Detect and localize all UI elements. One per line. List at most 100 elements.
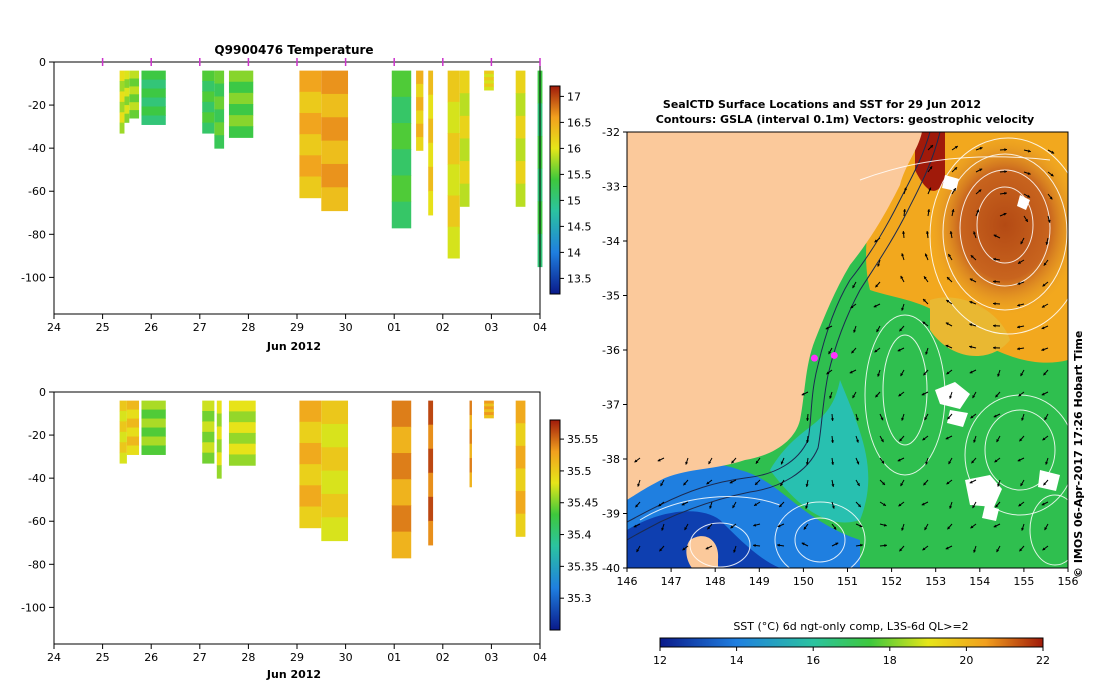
sst-map-panel: SealCTD Surface Locations and SST for 29… xyxy=(602,98,1085,667)
velocity-arrowhead xyxy=(635,504,639,508)
colorbar-tick-label: 15.5 xyxy=(567,168,592,181)
velocity-arrowhead xyxy=(1051,150,1055,154)
x-tick-label: 29 xyxy=(290,651,304,664)
sst-colorbar-tick-label: 20 xyxy=(959,654,973,667)
profile-cell xyxy=(321,70,349,95)
velocity-arrowhead xyxy=(1020,241,1024,245)
velocity-arrowhead xyxy=(1027,171,1031,175)
velocity-arrowhead xyxy=(900,483,904,487)
velocity-arrowhead xyxy=(852,395,856,399)
velocity-arrowhead xyxy=(899,548,903,552)
temperature-y-axis: 0 -20 -40 -60 -80 -100 xyxy=(21,56,54,284)
profile-cell xyxy=(484,80,494,85)
gsla-contour xyxy=(1029,494,1068,566)
profile-cell xyxy=(321,493,349,518)
velocity-arrowhead xyxy=(1004,191,1007,195)
velocity-arrowhead xyxy=(732,505,736,509)
velocity-arrowhead xyxy=(923,372,927,376)
sst-colorbar-ticks: 12 14 16 18 20 22 xyxy=(653,647,1050,667)
profile-cell xyxy=(428,166,434,192)
profile-cell xyxy=(228,422,256,434)
profile-cell xyxy=(299,464,322,486)
seal-positions xyxy=(810,351,838,362)
profile-cell xyxy=(428,70,434,96)
velocity-arrowhead xyxy=(833,526,837,530)
profile-cell xyxy=(202,400,215,412)
temperature-x-axis: 24 25 26 27 28 29 30 01 02 03 04 xyxy=(47,314,547,334)
velocity-arrowhead xyxy=(852,285,856,289)
velocity-arrowhead xyxy=(921,392,925,396)
profile-cell xyxy=(228,70,254,83)
profile-markers xyxy=(101,58,541,66)
velocity-arrowhead xyxy=(831,484,835,487)
velocity-arrowhead xyxy=(875,284,879,288)
map-x-tick-label: 152 xyxy=(881,575,902,588)
colorbar-tick-label: 13.5 xyxy=(567,272,592,285)
profile-cell xyxy=(428,424,434,450)
velocity-arrowhead xyxy=(949,231,953,234)
gsla-contour xyxy=(794,517,846,563)
profile-cell xyxy=(391,175,412,203)
velocity-arrowhead xyxy=(1019,438,1023,442)
velocity-arrowhead xyxy=(924,527,928,531)
profile-cell xyxy=(321,400,349,425)
velocity-arrowhead xyxy=(923,482,927,486)
profile-cell xyxy=(321,517,349,542)
profile-cell xyxy=(129,102,140,111)
velocity-arrowhead xyxy=(923,276,927,280)
profile-cell xyxy=(119,112,125,124)
velocity-arrowhead xyxy=(753,523,757,527)
profile-cell xyxy=(129,110,140,119)
profile-cell xyxy=(119,122,125,134)
velocity-arrowhead xyxy=(1017,347,1020,351)
map-x-tick-label: 150 xyxy=(793,575,814,588)
profile-cell xyxy=(484,83,494,88)
profile-cell xyxy=(126,436,140,446)
sst-colorbar xyxy=(659,637,1044,648)
profile-cell xyxy=(447,195,460,228)
profile-cell xyxy=(484,77,494,81)
velocity-arrowhead xyxy=(755,460,759,464)
profile-cell xyxy=(141,400,166,411)
map-x-tick-label: 147 xyxy=(661,575,682,588)
velocity-arrowhead xyxy=(801,542,805,546)
profile-cell xyxy=(299,442,322,465)
velocity-arrowhead xyxy=(925,231,929,234)
gsla-contour xyxy=(959,169,1051,287)
velocity-arrowhead xyxy=(928,187,932,191)
velocity-arrowhead xyxy=(979,168,983,172)
profile-cell xyxy=(321,140,349,165)
salinity-colorbar xyxy=(549,419,561,631)
velocity-arrowhead xyxy=(1042,437,1046,441)
y-tick-label: 0 xyxy=(39,386,46,399)
temperature-panel: Q9900476 Temperature 24 25 26 27 28 29 30 01 02 0… xyxy=(21,43,591,353)
y-tick-label: -40 xyxy=(28,142,46,155)
salinity-x-axis: 24 25 26 27 28 29 30 01 02 03 04 xyxy=(47,644,547,664)
velocity-arrowhead xyxy=(637,483,641,487)
velocity-arrowhead xyxy=(979,147,983,150)
gsla-contour xyxy=(984,409,1056,491)
gsla-contour xyxy=(929,137,1068,335)
map-x-axis: 146 147 148 149 150 151 152 153 154 155 156 xyxy=(617,568,1079,588)
profile-cell xyxy=(321,423,349,448)
velocity-arrowhead xyxy=(902,231,906,234)
velocity-arrowhead xyxy=(856,461,860,465)
velocity-arrowhead xyxy=(831,462,835,465)
profile-cell xyxy=(299,485,322,508)
velocity-arrowhead xyxy=(925,351,929,355)
velocity-arrowhead xyxy=(996,549,1000,553)
velocity-arrowhead xyxy=(902,209,907,212)
velocity-arrowhead xyxy=(997,483,1001,487)
velocity-arrowhead xyxy=(995,394,999,398)
velocity-arrowhead xyxy=(976,209,980,213)
profile-cell xyxy=(484,400,494,404)
profile-cell xyxy=(141,427,166,438)
velocity-arrowhead xyxy=(658,503,662,507)
map-y-tick-label: -34 xyxy=(602,235,620,248)
profile-cell xyxy=(459,183,470,207)
velocity-arrowhead xyxy=(880,417,884,421)
velocity-arrowhead xyxy=(972,395,976,399)
velocity-arrowhead xyxy=(884,544,887,548)
velocity-arrowhead xyxy=(1049,196,1053,200)
profile-cell xyxy=(126,409,140,420)
